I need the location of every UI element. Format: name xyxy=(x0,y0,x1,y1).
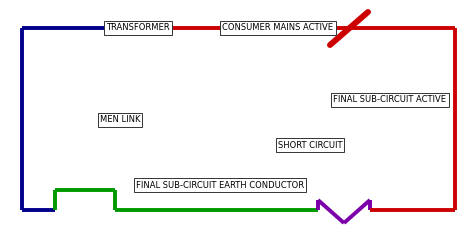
Text: CONSUMER MAINS ACTIVE: CONSUMER MAINS ACTIVE xyxy=(222,24,334,33)
Text: MEN LINK: MEN LINK xyxy=(100,115,140,124)
Text: FINAL SUB-CIRCUIT EARTH CONDUCTOR: FINAL SUB-CIRCUIT EARTH CONDUCTOR xyxy=(136,181,304,189)
Text: FINAL SUB-CIRCUIT ACTIVE: FINAL SUB-CIRCUIT ACTIVE xyxy=(334,96,447,105)
Text: SHORT CIRCUIT: SHORT CIRCUIT xyxy=(278,140,342,149)
Text: TRANSFORMER: TRANSFORMER xyxy=(106,24,170,33)
